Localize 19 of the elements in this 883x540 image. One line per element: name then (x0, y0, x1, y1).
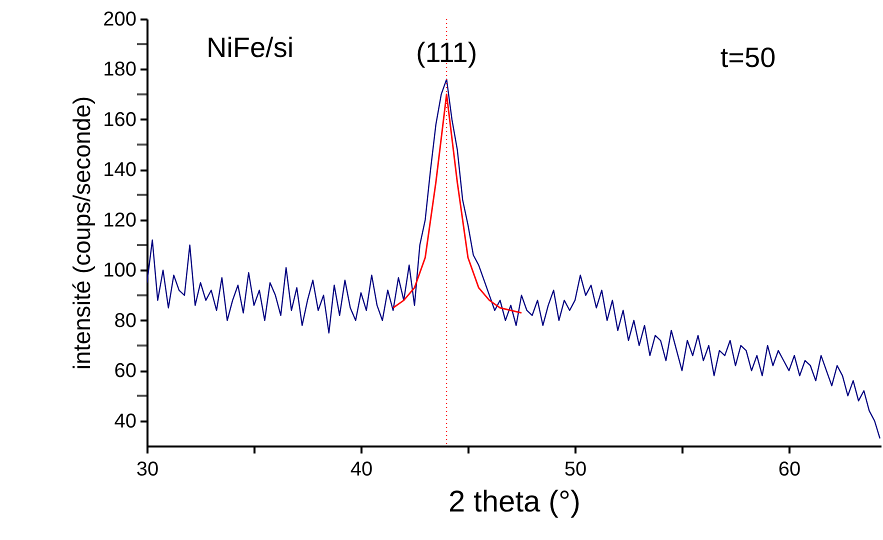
annotation: (111) (416, 37, 478, 68)
line-series (147, 78, 881, 440)
x-tick-label: 30 (136, 458, 159, 480)
y-tick-label: 100 (103, 260, 136, 282)
y-tick-label: 160 (103, 108, 136, 131)
y-tick-label: 140 (103, 159, 136, 182)
y-axis-title: intensité (coups/seconde) (69, 96, 96, 370)
annotation: NiFe/si (206, 32, 294, 63)
x-tick-label: 50 (564, 458, 587, 480)
x-tick-label: 40 (350, 458, 373, 480)
y-tick-label: 200 (103, 8, 136, 30)
y-tick-label: 120 (103, 209, 136, 232)
x-tick-label: 60 (778, 458, 801, 480)
y-tick-label: 80 (114, 310, 136, 332)
y-tick-label: 60 (114, 360, 136, 382)
y-tick-label: 40 (114, 410, 136, 432)
annotation: t=50 (720, 42, 776, 73)
y-tick-label: 180 (103, 58, 136, 81)
x-axis-title: 2 theta (°) (448, 486, 581, 518)
